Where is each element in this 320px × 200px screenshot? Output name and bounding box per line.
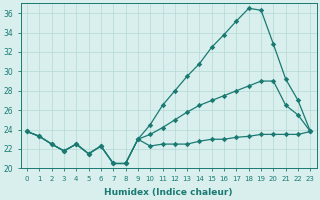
X-axis label: Humidex (Indice chaleur): Humidex (Indice chaleur) <box>104 188 233 197</box>
